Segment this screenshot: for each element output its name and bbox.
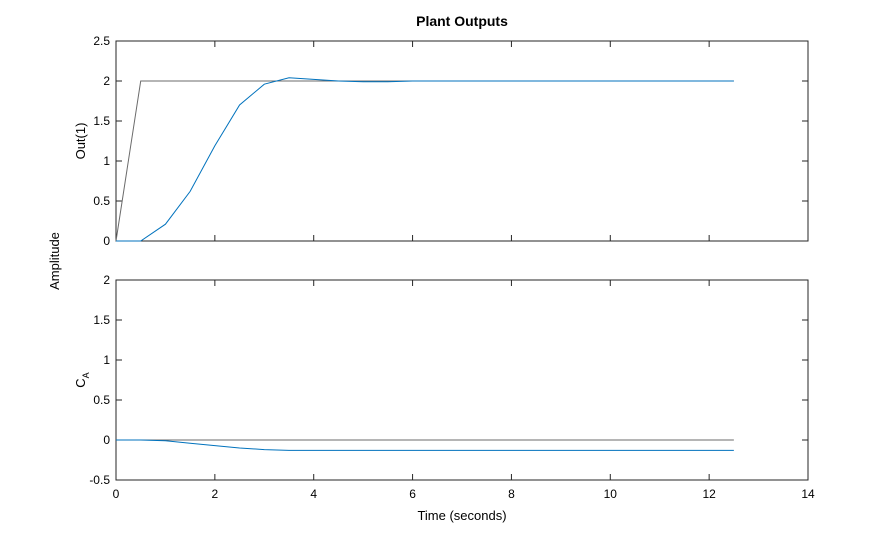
y-tick-label: 1 bbox=[103, 353, 110, 367]
y-tick-label: 1.5 bbox=[93, 313, 110, 327]
subplot-ylabel: CA bbox=[73, 372, 91, 387]
y-tick-label: 2 bbox=[103, 273, 110, 287]
y-tick-label: 0.5 bbox=[93, 194, 110, 208]
subplot-ylabel: Out(1) bbox=[73, 123, 88, 160]
x-tick-label: 12 bbox=[702, 487, 716, 501]
y-tick-label: 0 bbox=[103, 433, 110, 447]
x-tick-label: 14 bbox=[801, 487, 815, 501]
plot-frame bbox=[115, 40, 809, 242]
y-tick-label: 0 bbox=[103, 234, 110, 248]
y-tick-label: 0.5 bbox=[93, 393, 110, 407]
figure-ylabel: Amplitude bbox=[47, 232, 62, 290]
y-tick-label: 1.5 bbox=[93, 114, 110, 128]
y-tick-label: 2 bbox=[103, 74, 110, 88]
x-tick-label: 2 bbox=[212, 487, 219, 501]
y-tick-label: -0.5 bbox=[89, 473, 110, 487]
y-tick-label: 1 bbox=[103, 154, 110, 168]
top-plot-out1: 0 0.5 1 1.5 2 2.5 Out(1) bbox=[73, 34, 809, 248]
x-tick-label: 8 bbox=[508, 487, 515, 501]
plot-frame bbox=[115, 279, 809, 481]
subplot-ylabel-subscript: A bbox=[81, 372, 91, 378]
series-line-2 bbox=[116, 77, 734, 242]
figure-title: Plant Outputs bbox=[416, 13, 508, 29]
x-tick-label: 10 bbox=[604, 487, 618, 501]
x-tick-label: 6 bbox=[409, 487, 416, 501]
y-tick-label: 2.5 bbox=[93, 34, 110, 48]
series-line-2 bbox=[116, 439, 734, 451]
x-tick-label: 4 bbox=[310, 487, 317, 501]
x-tick-label: 0 bbox=[113, 487, 120, 501]
figure-xlabel: Time (seconds) bbox=[417, 508, 506, 523]
